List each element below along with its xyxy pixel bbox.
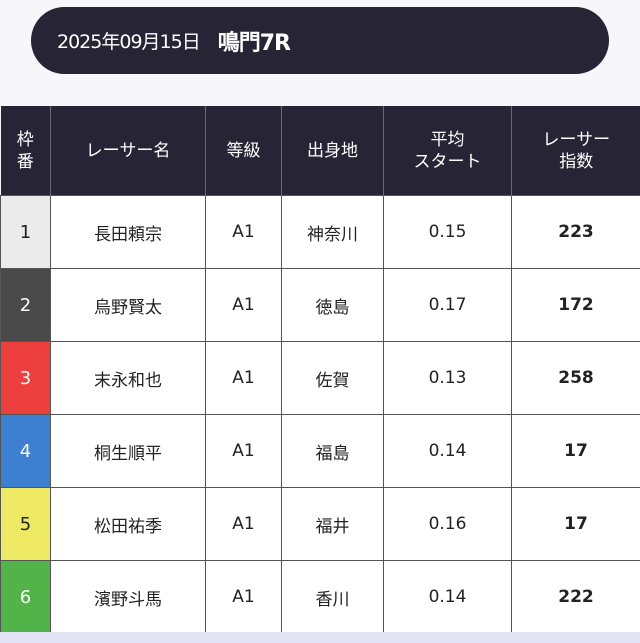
avg-start-cell: 0.14 [383,560,512,634]
waku-cell: 3 [0,341,51,415]
waku-cell: 6 [0,560,51,634]
bottom-band [0,632,640,643]
table-row: 2 烏野賢太 A1 徳島 0.17 172 [0,268,640,342]
origin-cell: 香川 [281,560,384,634]
table-row: 1 長田頼宗 A1 神奈川 0.15 223 [0,195,640,269]
racer-index-cell: 17 [511,487,640,561]
racer-index-cell: 17 [511,414,640,488]
table-row: 3 末永和也 A1 佐賀 0.13 258 [0,341,640,415]
origin-cell: 福島 [281,414,384,488]
avg-start-cell: 0.16 [383,487,512,561]
avg-start-cell: 0.14 [383,414,512,488]
col-avg-start-header: 平均 スタート [383,106,512,196]
grade-cell: A1 [205,487,282,561]
racer-table: 枠 番レーサー名 等級 出身地 平均 スタート レーサー 指数 1 長田頼宗 A1 神奈川 0.… [0,106,640,634]
grade-cell: A1 [205,560,282,634]
racer-index-cell: 172 [511,268,640,342]
race-header: 2025年09月15日 鳴門7R [31,7,609,74]
waku-cell: 2 [0,268,51,342]
race-date: 2025年09月15日 [57,31,201,53]
avg-start-cell: 0.13 [383,341,512,415]
origin-cell: 神奈川 [281,195,384,269]
racer-index-cell: 258 [511,341,640,415]
waku-cell: 1 [0,195,51,269]
table-row: 4 桐生順平 A1 福島 0.14 17 [0,414,640,488]
racer-index-cell: 222 [511,560,640,634]
table-row: 5 松田祐季 A1 福井 0.16 17 [0,487,640,561]
grade-cell: A1 [205,195,282,269]
waku-cell: 4 [0,414,51,488]
col-racer-name-header: レーサー名 [50,106,206,196]
avg-start-cell: 0.17 [383,268,512,342]
origin-cell: 佐賀 [281,341,384,415]
col-racer-index-header: レーサー 指数 [511,106,640,196]
racer-name-cell: 末永和也 [50,341,206,415]
grade-cell: A1 [205,268,282,342]
racer-name-cell: 烏野賢太 [50,268,206,342]
table-row: 6 濱野斗馬 A1 香川 0.14 222 [0,560,640,634]
waku-cell: 5 [0,487,51,561]
col-grade-header: 等級 [205,106,282,196]
col-origin-header: 出身地 [281,106,384,196]
racer-name-cell: 長田頼宗 [50,195,206,269]
grade-cell: A1 [205,341,282,415]
racer-name-cell: 濱野斗馬 [50,560,206,634]
racer-name-cell: 松田祐季 [50,487,206,561]
col-waku-header: 枠 番 [0,106,51,196]
origin-cell: 徳島 [281,268,384,342]
origin-cell: 福井 [281,487,384,561]
grade-cell: A1 [205,414,282,488]
racer-index-cell: 223 [511,195,640,269]
racer-name-cell: 桐生順平 [50,414,206,488]
avg-start-cell: 0.15 [383,195,512,269]
race-name: 鳴門7R [217,30,291,56]
